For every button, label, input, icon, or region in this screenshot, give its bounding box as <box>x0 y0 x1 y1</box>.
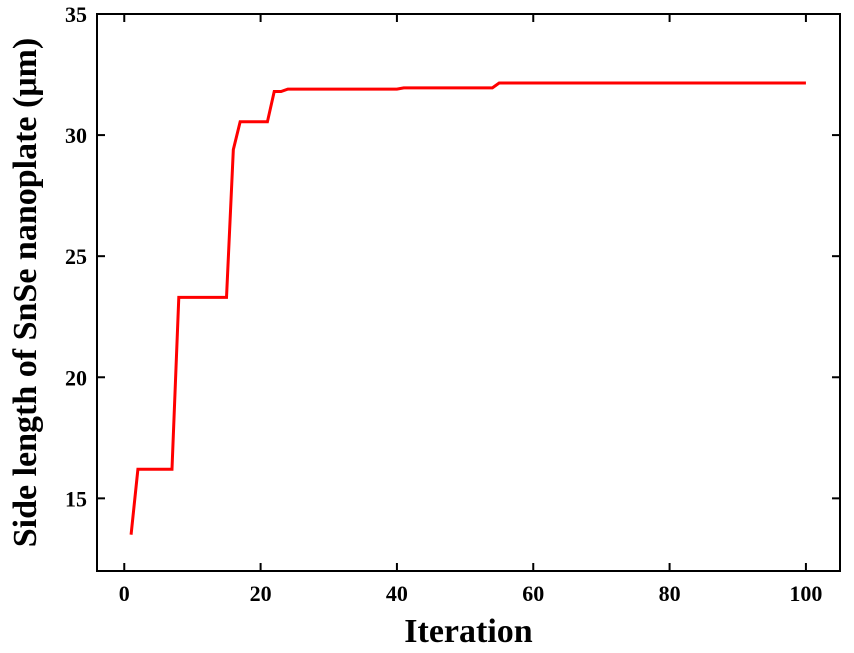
x-axis-ticks: 0 20 40 60 80 100 <box>119 14 822 606</box>
x-tick-label: 100 <box>789 581 822 606</box>
x-tick-label: 0 <box>119 581 130 606</box>
x-tick-label: 60 <box>522 581 544 606</box>
y-tick-label: 30 <box>65 123 87 148</box>
series-line <box>129 81 806 535</box>
y-tick-label: 20 <box>65 365 87 390</box>
y-tick-label: 25 <box>65 244 87 269</box>
y-axis-ticks: 15 20 25 30 35 <box>65 2 840 511</box>
y-tick-label: 35 <box>65 2 87 27</box>
x-axis-title: Iteration <box>404 613 533 650</box>
x-tick-label: 40 <box>386 581 408 606</box>
plot-area-frame <box>96 13 841 572</box>
x-tick-label: 80 <box>659 581 681 606</box>
x-tick-label: 20 <box>250 581 272 606</box>
y-tick-label: 15 <box>65 486 87 511</box>
y-axis-title: Side length of SnSe nanoplate (μm) <box>7 38 44 548</box>
